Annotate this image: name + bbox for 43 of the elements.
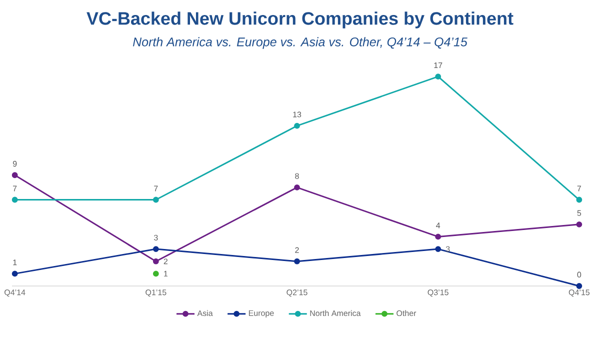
data-label: 1 — [164, 270, 168, 276]
data-label: 13 — [293, 112, 302, 118]
point — [12, 172, 18, 178]
data-label: 3 — [154, 234, 158, 241]
data-label: 2 — [164, 258, 168, 264]
point — [12, 196, 18, 203]
data-label: 8 — [295, 173, 299, 179]
legend-label: Asia — [197, 310, 213, 316]
legend-label: North America — [310, 310, 361, 316]
data-label: 7 — [13, 186, 17, 192]
point — [435, 234, 442, 240]
point — [576, 196, 582, 203]
x-tick-label: Q4’15 — [568, 290, 590, 297]
point — [152, 196, 159, 203]
data-label: 9 — [12, 160, 17, 167]
point — [576, 221, 582, 228]
x-tick-label: Q4’14 — [4, 290, 26, 297]
point — [435, 246, 442, 252]
chart-title: VC-Backed New Unicorn Companies by Continent — [86, 12, 514, 28]
point — [294, 184, 300, 190]
data-label: 5 — [577, 210, 582, 216]
data-label: 3 — [446, 246, 450, 252]
point — [152, 246, 159, 252]
x-tick-label: Q3’15 — [428, 290, 448, 297]
x-tick-label: Q2’15 — [286, 290, 308, 297]
point — [576, 283, 582, 289]
chart-subtitle: North America vs. Europe vs. Asia vs. Other, Q4’14 – Q4’15 — [132, 37, 468, 49]
data-label: 17 — [434, 62, 442, 68]
point — [152, 258, 159, 264]
point — [12, 270, 18, 277]
legend-label: Europe — [248, 310, 274, 318]
x-tick-label: Q1’15 — [146, 290, 166, 297]
data-label: 7 — [577, 186, 581, 192]
legend-label: Other — [396, 310, 416, 316]
point — [152, 270, 159, 277]
point — [294, 122, 300, 129]
data-label: 7 — [154, 186, 158, 192]
data-label: 2 — [295, 247, 299, 253]
data-label: 4 — [436, 222, 440, 228]
point — [294, 258, 300, 264]
data-label: 1 — [13, 260, 17, 266]
point — [435, 74, 442, 80]
data-label: 0 — [577, 272, 582, 278]
